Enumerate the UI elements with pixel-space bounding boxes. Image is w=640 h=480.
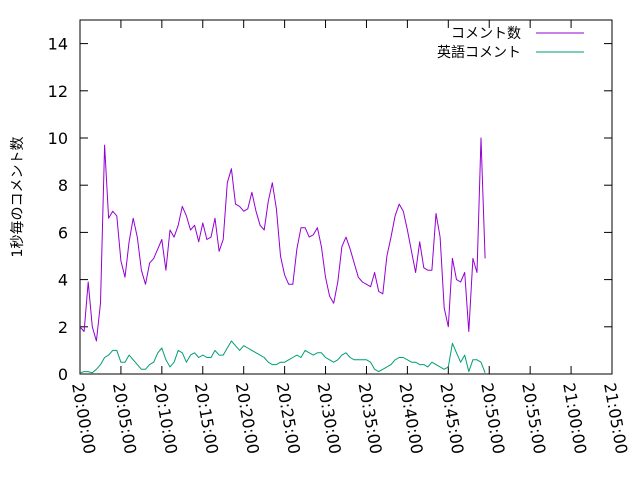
y-tick-label: 8	[58, 176, 68, 195]
y-tick-label: 4	[58, 271, 68, 290]
y-tick-label: 10	[48, 129, 68, 148]
y-axis: 0 2 4 6 8 10 12 14	[48, 35, 612, 384]
legend-label: 英語コメント	[437, 44, 521, 61]
y-tick-label: 6	[58, 223, 68, 242]
plot-frame	[79, 19, 613, 375]
legend-label: コメント数	[451, 26, 521, 42]
series-line-1	[79, 137, 486, 342]
series-line-2	[79, 340, 486, 374]
y-tick-label: 0	[58, 365, 68, 384]
plot-border	[79, 19, 613, 375]
y-axis-label: 1秒毎のコメント数	[10, 137, 26, 258]
y-tick-label: 2	[58, 318, 68, 337]
y-tick-label: 14	[48, 35, 68, 54]
series-lines	[79, 137, 486, 374]
y-tick-label: 12	[48, 82, 68, 101]
